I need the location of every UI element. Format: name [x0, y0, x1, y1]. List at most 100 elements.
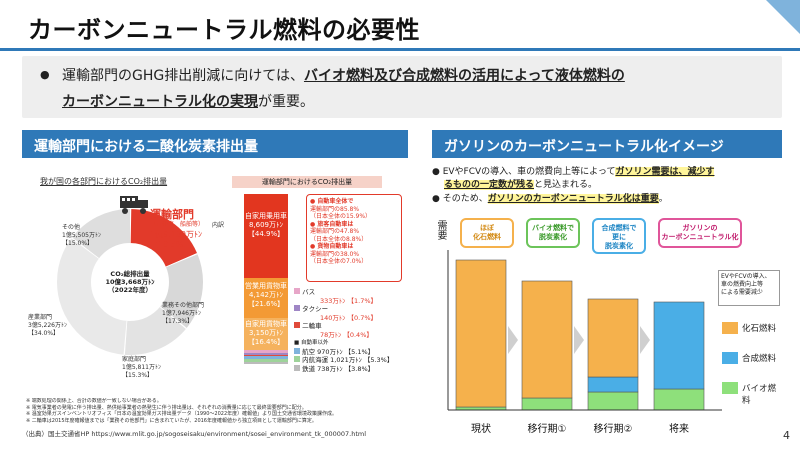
bar-2-化石燃料: [587, 298, 639, 378]
unyu-sub: （自動車、船舶等）: [150, 221, 205, 228]
legend-bus: バス: [294, 288, 393, 297]
naiko-label: 内航海運: [302, 356, 329, 364]
gyomu-pct: 【17.3%】: [162, 318, 194, 325]
nirin-swatch: [294, 322, 300, 328]
gyomu-val: 1億7,946万ﾄﾝ: [162, 310, 201, 317]
jikayo-pct: 【44.9%】: [247, 230, 285, 238]
left-panel: 我が国の各部門におけるCO₂排出量 CO₂総排出量 10億3,668万ﾄﾝ （2…: [22, 164, 408, 436]
bar-0-化石燃料: [455, 259, 507, 408]
nirin-row-val: 78万ﾄﾝ 【0.4%】: [294, 331, 393, 340]
x-label-1: 移行期①: [527, 424, 567, 435]
page-title: カーボンニュートラル燃料の必要性: [28, 16, 420, 44]
nirin-label: 二輪車: [302, 322, 322, 330]
jikakamotsu-pct: 【16.4%】: [247, 338, 285, 346]
koku-val: 970万ﾄﾝ: [317, 347, 343, 356]
b3-text: そのため、: [442, 194, 488, 204]
right-bullet-2: ● そのため、ガソリンのカーボンニュートラル化は重要。: [432, 194, 668, 204]
donut-separators: [57, 209, 203, 355]
legend-koku: 航空 970万ﾄﾝ 【5.1%】: [294, 347, 393, 357]
x-label-0: 現状: [471, 424, 491, 435]
sonota-pct: 【15.0%】: [62, 240, 94, 247]
bar-2-合成燃料: [587, 376, 639, 393]
bar-1-バイオ燃料: [521, 397, 573, 411]
naiko-swatch: [294, 356, 300, 362]
bus-label: バス: [302, 288, 316, 296]
tetsudo-val: 738万ﾄﾝ: [317, 364, 343, 373]
auto-callout-box: ● 自動車全体で 運輸部門の85.8% （日本全体の15.9%） ● 旅客自動車…: [306, 194, 402, 282]
bus-val: 333万ﾄﾝ: [320, 296, 346, 305]
naiko-val: 1,021万ﾄﾝ: [330, 356, 362, 364]
bar-3-バイオ燃料: [653, 388, 705, 411]
cat-box-4: ガソリンの カーボンニュートラル化: [658, 218, 742, 248]
summary-plain-1: 運輸部門のGHG排出削減に向けては、: [62, 68, 304, 84]
sangyo-pct: 【34.0%】: [28, 330, 60, 337]
katei-pct: 【15.3%】: [122, 372, 154, 379]
footnotes: ※ 端数処理の関係上、合計の数値が一致しない場合がある。 ※ 電気事業者の発電に…: [26, 398, 406, 424]
b1-text: EVやFCVの導入、車の燃費向上等によって: [442, 167, 616, 177]
bar-3-合成燃料: [653, 301, 705, 390]
call-2b: 運輸部門の47.8%: [310, 228, 360, 235]
call-3: ● 貨物自動車は: [310, 243, 354, 250]
nirin-pct: 【0.4%】: [343, 330, 373, 339]
b1-highlight: ガソリン需要は、減少す: [615, 167, 715, 177]
call-2: ● 旅客自動車は: [310, 220, 354, 228]
note-4: ※ 二輪車は2015年度確報値までは「業務その他部門」に含まれていたが、2016…: [26, 417, 317, 424]
uchiwake-label: 内訳: [212, 222, 225, 229]
center-line-1: CO₂総排出量: [110, 270, 150, 278]
legend-naiko: 内航海運 1,021万ﾄﾝ 【5.3%】: [294, 356, 393, 365]
nirin-val: 78万ﾄﾝ: [320, 330, 342, 339]
bar-2-バイオ燃料: [587, 391, 639, 411]
call-3c: （日本全体の7.0%）: [310, 258, 368, 265]
summary-line-1: 運輸部門のGHG排出削減に向けては、バイオ燃料及び合成燃料の活用によって液体燃料…: [62, 65, 625, 85]
sonota-label: その他: [62, 224, 81, 231]
bar-koku: [244, 356, 288, 359]
sonota-val: 1億5,505万ﾄﾝ: [62, 232, 101, 239]
sangyo-label-group: 産業部門 3億5,226万ﾄﾝ 【34.0%】: [28, 314, 67, 338]
transition-arrow-0: [508, 326, 518, 354]
summary-emph-2: カーボンニュートラル化の実現: [62, 94, 258, 110]
legend-fossil-swatch: [722, 322, 738, 334]
unyu-val: 1億9,180万ﾄﾝ: [150, 230, 202, 239]
transition-arrow-1: [574, 326, 584, 354]
unyu-pct: 【18.5%】: [150, 240, 192, 249]
ev-note: EVやFCVの導入、 車の燃費向上等 による需要減少: [718, 270, 780, 306]
bar-tetsudo: [244, 362, 288, 364]
note-1: ※ 端数処理の関係上、合計の数値が一致しない場合がある。: [26, 398, 162, 404]
bar-eigyo: 営業用貨物車 4,142万ﾄﾝ 【21.6%】: [244, 278, 288, 318]
co2-donut-chart: [57, 209, 203, 355]
sangyo-label: 産業部門: [28, 314, 53, 321]
bar-1-化石燃料: [521, 280, 573, 399]
taxi-swatch: [294, 305, 300, 311]
summary-box: ● 運輸部門のGHG排出削減に向けては、バイオ燃料及び合成燃料の活用によって液体…: [22, 56, 782, 118]
cat-box-2: バイオ燃料で 脱炭素化: [526, 218, 580, 248]
left-section-header: 運輸部門における二酸化炭素排出量: [22, 130, 408, 158]
gyomu-label: 業務その他部門: [162, 302, 205, 309]
gyomu-label-group: 業務その他部門 1億7,946万ﾄﾝ 【17.3%】: [162, 302, 204, 326]
katei-label: 家庭部門: [122, 356, 147, 363]
legend-taxi: タクシー: [294, 305, 393, 314]
other-title: ■ 自動車以外: [294, 340, 329, 346]
tetsudo-swatch: [294, 364, 300, 371]
legend-fossil-label: 化石燃料: [742, 324, 777, 334]
unyu-label: 運輸部門: [150, 208, 194, 221]
sonota-label-group: その他 1億5,505万ﾄﾝ 【15.0%】: [62, 224, 101, 248]
bar-jikakamotsu: 自家用貨物車 3,150万ﾄﾝ 【16.4%】: [244, 318, 288, 350]
y-axis-label: 需要: [435, 220, 446, 240]
fuel-transition-chart: 需要 ほぼ 化石燃料 バイオ燃料で 脱炭素化 合成燃料で 更に 脱炭素化 ガソリ…: [432, 214, 782, 444]
center-line-3: （2022年度）: [107, 286, 153, 294]
call-1: ● 自動車全体で: [310, 198, 354, 205]
bar-bus: [244, 350, 288, 353]
bus-row-val: 333万ﾄﾝ 【1.7%】: [294, 297, 393, 306]
summary-plain-2: が重要。: [258, 94, 314, 110]
call-1c: （日本全体の15.9%）: [310, 213, 372, 220]
b2-text: と見込まれる。: [534, 180, 598, 190]
eigyo-val: 4,142万ﾄﾝ: [248, 291, 284, 299]
legend-synth-swatch: [722, 352, 738, 364]
legend-synth-label: 合成燃料: [742, 354, 777, 364]
eigyo-pct: 【21.6%】: [247, 300, 285, 308]
legend-tetsudo: 鉄道 738万ﾄﾝ 【3.8%】: [294, 364, 393, 374]
jikakamotsu-val: 3,150万ﾄﾝ: [248, 329, 284, 337]
transport-stacked-bar: 自家用乗用車 8,609万ﾄﾝ 【44.9%】 営業用貨物車 4,142万ﾄﾝ …: [244, 194, 288, 364]
jikakamotsu-label: 自家用貨物車: [245, 320, 287, 328]
right-section-header: ガソリンのカーボンニュートラル化イメージ: [432, 130, 782, 158]
